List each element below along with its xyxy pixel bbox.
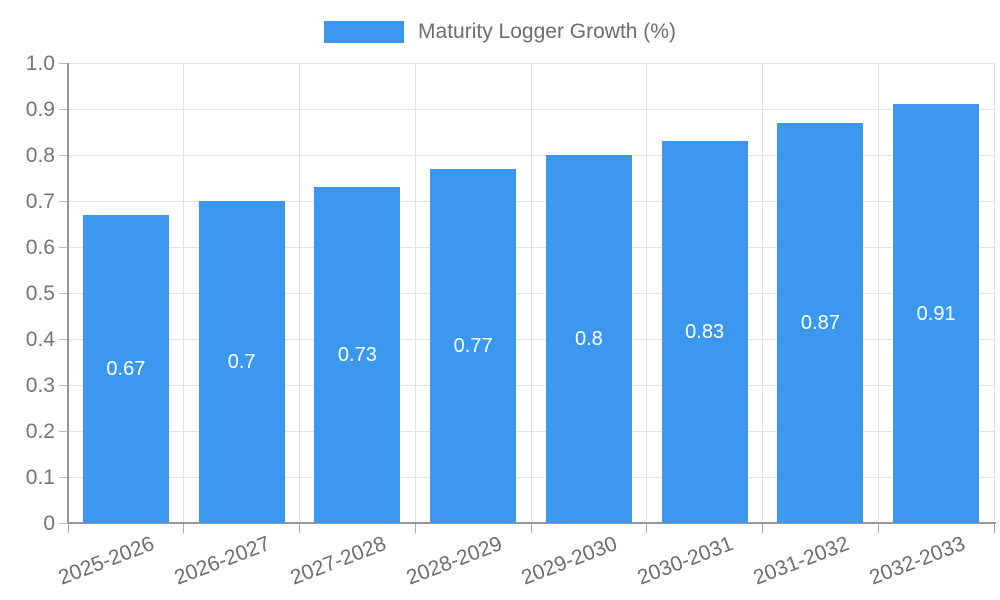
x-axis-tick <box>877 523 879 533</box>
bar[interactable] <box>430 168 517 523</box>
bar[interactable] <box>198 201 285 523</box>
y-axis-tick-label: 0.7 <box>25 190 55 213</box>
y-axis-tick-label: 0.1 <box>25 466 55 489</box>
y-axis-line <box>67 63 69 523</box>
x-gridline <box>414 63 416 523</box>
x-axis-category-label: 2031-2032 <box>750 532 853 590</box>
x-axis-category-label: 2026-2027 <box>171 532 274 590</box>
x-axis-line <box>68 522 996 524</box>
bar[interactable] <box>777 122 864 523</box>
y-axis-tick <box>59 200 68 202</box>
y-axis-tick <box>59 476 68 478</box>
x-axis-tick <box>67 523 69 533</box>
y-axis-tick <box>59 154 68 156</box>
x-axis-category-label: 2027-2028 <box>287 532 390 590</box>
x-gridline <box>646 63 648 523</box>
legend-label[interactable]: Maturity Logger Growth (%) <box>418 20 676 43</box>
y-axis-tick-label: 0 <box>43 512 55 535</box>
x-gridline <box>877 63 879 523</box>
y-axis-tick <box>59 292 68 294</box>
bar-value-label: 0.83 <box>685 321 725 344</box>
bar[interactable] <box>545 155 632 523</box>
x-axis-tick <box>299 523 300 533</box>
x-axis-category-label: 2030-2031 <box>634 532 737 590</box>
bar[interactable] <box>82 214 169 523</box>
x-axis-tick <box>183 523 185 533</box>
x-axis-category-label: 2032-2033 <box>866 532 969 590</box>
x-gridline <box>299 63 300 523</box>
bar-value-label: 0.77 <box>453 334 493 357</box>
y-axis-tick <box>59 338 68 340</box>
x-axis-tick <box>646 523 648 533</box>
y-axis-tick <box>59 384 68 386</box>
y-axis-tick <box>59 246 68 248</box>
x-axis-category-label: 2029-2030 <box>518 532 621 590</box>
y-axis-tick-label: 0.4 <box>25 328 55 351</box>
y-axis-tick-label: 0.6 <box>25 236 55 259</box>
bar-value-label: 0.73 <box>337 344 377 367</box>
bar-value-label: 0.67 <box>106 357 146 380</box>
legend-swatch[interactable] <box>324 21 405 43</box>
x-axis-tick <box>762 523 763 533</box>
y-axis-tick-label: 1.0 <box>25 52 55 75</box>
y-axis-tick <box>59 62 68 64</box>
x-axis-tick <box>530 523 532 533</box>
x-gridline <box>762 63 763 523</box>
y-axis-tick-label: 0.3 <box>25 374 55 397</box>
y-axis-tick-label: 0.2 <box>25 420 55 443</box>
x-axis-category-label: 2025-2026 <box>55 532 158 590</box>
x-axis-tick <box>993 523 995 533</box>
x-axis-tick <box>414 523 416 533</box>
bar-value-label: 0.7 <box>227 351 256 373</box>
x-axis-category-label: 2028-2029 <box>403 532 506 590</box>
y-axis-tick <box>59 522 68 524</box>
y-axis-tick-label: 0.8 <box>25 144 55 167</box>
bar[interactable] <box>661 141 748 523</box>
bar[interactable] <box>314 187 401 523</box>
x-gridline <box>183 63 185 523</box>
bar-value-label: 0.87 <box>800 311 840 334</box>
x-gridline <box>993 63 995 523</box>
bar[interactable] <box>893 104 980 523</box>
chart-legend: Maturity Logger Growth (%) <box>0 16 1000 48</box>
y-axis-tick <box>59 430 68 432</box>
y-axis-tick-label: 0.9 <box>25 98 55 121</box>
y-axis-tick-label: 0.5 <box>25 282 55 305</box>
bar-value-label: 0.91 <box>916 302 956 325</box>
bar-value-label: 0.8 <box>574 328 603 350</box>
y-axis-tick <box>59 108 68 110</box>
x-gridline <box>530 63 532 523</box>
